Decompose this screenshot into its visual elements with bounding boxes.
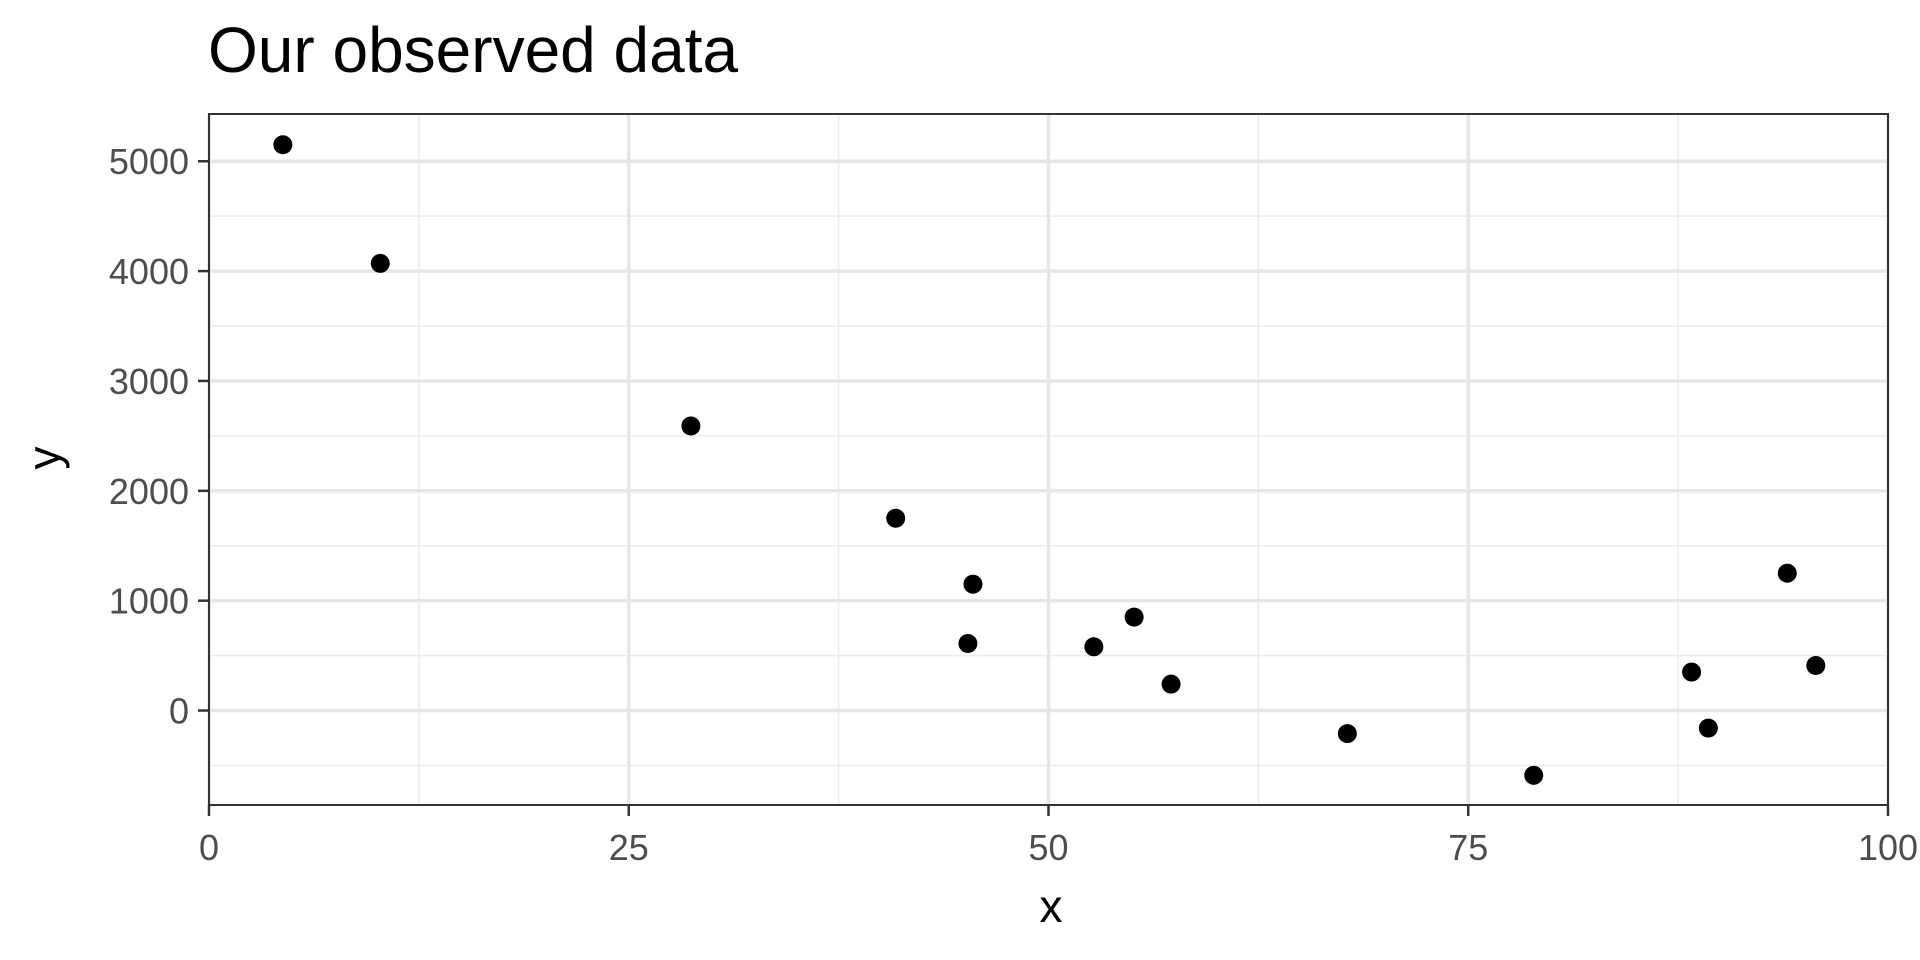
data-point [273, 135, 293, 155]
data-point [681, 416, 701, 436]
y-tick-label: 5000 [109, 141, 189, 182]
x-tick-label: 50 [1028, 827, 1068, 868]
data-point [1524, 765, 1544, 785]
x-tick-label: 0 [199, 827, 219, 868]
x-tick-label: 100 [1858, 827, 1918, 868]
x-tick-label: 75 [1448, 827, 1488, 868]
y-axis: 0 1000 2000 3000 4000 5000 [109, 141, 209, 732]
data-point [1161, 674, 1181, 694]
data-point [1084, 637, 1104, 657]
data-point [886, 508, 906, 528]
data-point [1682, 662, 1702, 682]
data-point [1337, 724, 1357, 744]
y-tick-label: 3000 [109, 361, 189, 402]
y-tick-label: 0 [169, 691, 189, 732]
y-tick-label: 2000 [109, 471, 189, 512]
data-point [1698, 718, 1718, 738]
data-point [963, 574, 983, 594]
x-axis-title: x [1040, 880, 1063, 932]
data-point [1777, 563, 1797, 583]
y-axis-title: y [18, 447, 70, 470]
chart-title: Our observed data [208, 14, 739, 86]
data-points [273, 135, 1826, 785]
data-point [1806, 655, 1826, 675]
data-point [370, 253, 390, 273]
x-tick-label: 25 [609, 827, 649, 868]
y-tick-label: 4000 [109, 251, 189, 292]
x-axis: 0 25 50 75 100 [199, 805, 1918, 868]
y-tick-label: 1000 [109, 581, 189, 622]
data-point [958, 634, 978, 654]
data-point [1124, 607, 1144, 627]
